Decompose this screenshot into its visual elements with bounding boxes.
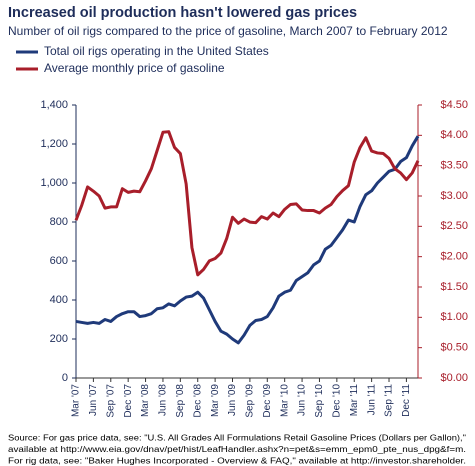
- y2-tick-label: $3.50: [440, 160, 468, 172]
- y2-tick-label: $0.00: [440, 372, 468, 384]
- x-tick-label: Sep '09: [245, 384, 256, 418]
- legend-label: Average monthly price of gasoline: [44, 61, 225, 75]
- x-tick-label: Sep '07: [105, 384, 116, 418]
- source-note: For rig data, see: "Baker Hughes Incorpo…: [8, 455, 466, 465]
- y-tick-label: 1,000: [40, 177, 68, 189]
- y2-tick-label: $3.00: [440, 190, 468, 202]
- x-tick-label: Dec '11: [401, 384, 412, 417]
- y2-tick-label: $4.50: [440, 99, 468, 111]
- y2-tick-label: $0.50: [440, 342, 468, 354]
- y2-tick-label: $1.50: [440, 281, 468, 293]
- x-tick-label: Mar '07: [71, 384, 82, 417]
- x-tick-label: Dec '08: [192, 384, 203, 418]
- source-note: Source: For gas price data, see: "U.S. A…: [8, 432, 466, 442]
- y-tick-label: 200: [50, 333, 68, 345]
- x-tick-label: Sep '08: [175, 384, 186, 418]
- x-tick-label: Jun '07: [88, 384, 99, 416]
- x-tick-label: Jun '08: [158, 384, 169, 416]
- y-tick-label: 400: [50, 294, 68, 306]
- y2-tick-label: $1.00: [440, 311, 468, 323]
- y-tick-label: 0: [62, 372, 68, 384]
- x-tick-label: Sep '10: [314, 384, 325, 418]
- x-tick-label: Mar '11: [349, 384, 360, 417]
- y-tick-label: 1,200: [40, 138, 68, 150]
- y2-tick-label: $2.50: [440, 220, 468, 232]
- x-tick-label: Dec '10: [331, 384, 342, 418]
- y-tick-label: 800: [50, 216, 68, 228]
- x-tick-label: Dec '07: [123, 384, 134, 418]
- x-tick-label: Mar '08: [140, 384, 151, 417]
- x-tick-label: Dec '09: [262, 384, 273, 418]
- y-tick-label: 600: [50, 255, 68, 267]
- source-box: [0, 431, 475, 466]
- x-tick-label: Jun '09: [227, 384, 238, 416]
- x-tick-label: Mar '10: [279, 384, 290, 417]
- series-line: [75, 135, 420, 345]
- series-line: [74, 130, 420, 277]
- chart-subtitle: Number of oil rigs compared to the price…: [8, 24, 448, 38]
- x-tick-label: Mar '09: [210, 384, 221, 417]
- x-tick-label: Jun '10: [297, 384, 308, 416]
- legend-label: Total oil rigs operating in the United S…: [44, 44, 269, 58]
- x-tick-label: Jun '11: [366, 384, 377, 416]
- y-tick-label: 1,400: [40, 99, 68, 111]
- chart-title: Increased oil production hasn't lowered …: [8, 5, 357, 21]
- y2-tick-label: $2.00: [440, 251, 468, 263]
- y2-tick-label: $4.00: [440, 129, 468, 141]
- x-tick-label: Sep '11: [384, 384, 395, 417]
- source-note: available at http://www.eia.gov/dnav/pet…: [8, 444, 466, 454]
